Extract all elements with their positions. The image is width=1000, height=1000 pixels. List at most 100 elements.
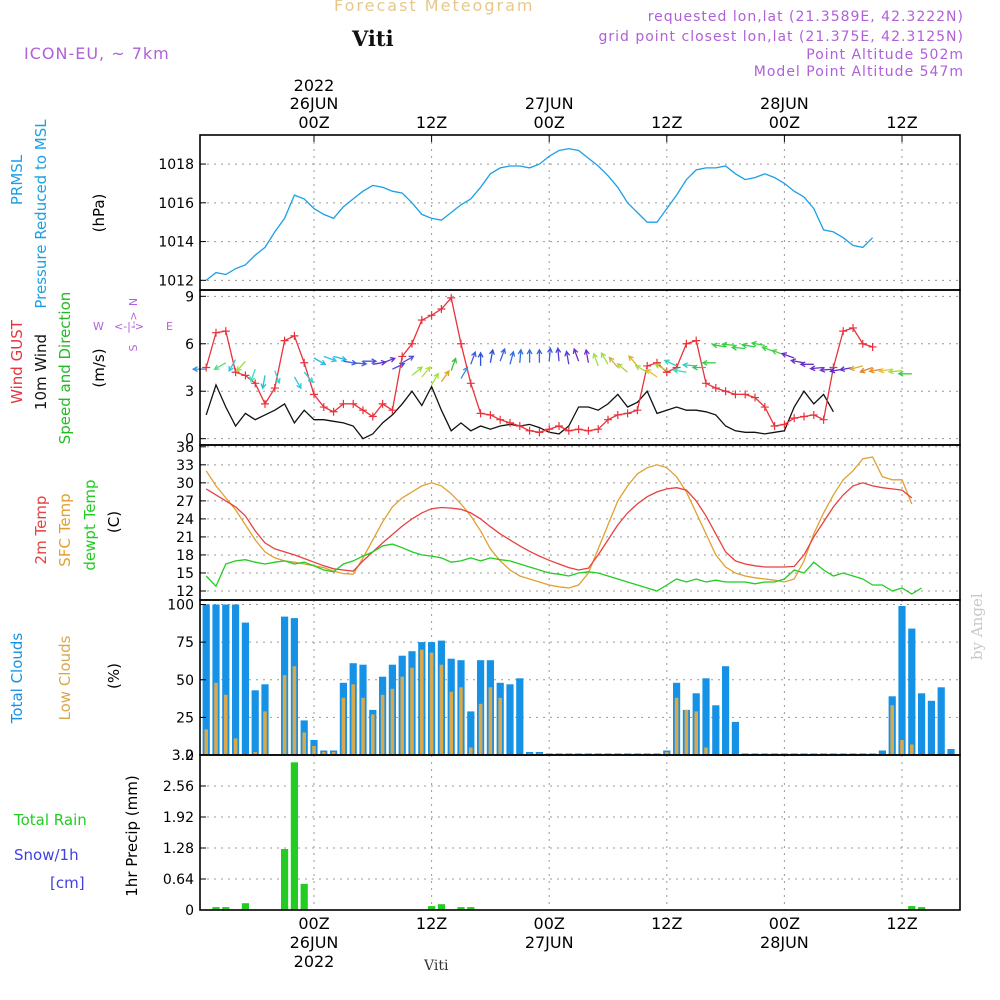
gust-marker (202, 363, 211, 372)
wind-direction-arrow (938, 357, 951, 362)
gust-marker (251, 379, 260, 388)
gust-marker (780, 420, 789, 429)
wind-direction-arrow (236, 360, 246, 373)
low-cloud-bar (351, 684, 355, 755)
low-cloud-bar (900, 740, 904, 755)
gust-marker (457, 339, 465, 348)
series-layer (191, 147, 960, 911)
y-tick-label: 100 (167, 598, 194, 614)
gust-marker (270, 384, 279, 393)
gust-marker (300, 358, 309, 367)
low-cloud-bar (322, 752, 326, 755)
wind-direction-arrow (750, 340, 765, 347)
low-clouds-title: Low Clouds (56, 635, 74, 720)
gust-marker (231, 368, 240, 377)
gust-marker (858, 339, 867, 348)
gust-marker (555, 422, 563, 431)
wind-direction-arrow (547, 346, 553, 362)
gust-marker (564, 426, 573, 435)
precip-bar (290, 762, 298, 910)
y-tick-label: 1016 (158, 196, 194, 212)
y-tick-label: 24 (176, 512, 194, 528)
meteogram-title: Forecast Meteogram (334, 0, 535, 15)
wind-direction-arrow (919, 362, 932, 367)
precip-title: 1hr Precip (mm) (123, 775, 141, 896)
pressure-line (205, 147, 874, 281)
precip-bar (300, 883, 308, 910)
gust-marker (221, 327, 230, 336)
wind-direction-arrow (477, 351, 484, 366)
wind-direction-arrow (392, 362, 406, 370)
top-hour-label: 12Z (651, 113, 682, 132)
clouds-unit: (%) (105, 663, 123, 689)
total-cloud-bar (731, 721, 739, 755)
wind-direction-arrow (411, 366, 424, 376)
compass-arrow-vertical: --> (127, 311, 140, 328)
gust-marker (388, 406, 397, 415)
total-cloud-bar (467, 711, 475, 755)
wind-direction-arrow (628, 354, 638, 367)
low-cloud-bar (694, 711, 698, 755)
low-cloud-bar (371, 714, 375, 755)
wind-direction-arrow (363, 358, 378, 365)
gust-marker (594, 425, 603, 434)
total-cloud-bar (241, 622, 249, 755)
wind-direction-arrow (780, 352, 795, 359)
low-cloud-bar (439, 664, 444, 755)
bottom-hour-label: 00Z (769, 914, 800, 933)
panel-titles: PRMSL Pressure Reduced to MSL (hPa) Wind GU… (8, 119, 141, 897)
total-cloud-bar (712, 705, 720, 755)
y-tick-label: 30 (176, 476, 194, 492)
wind-direction-arrow (401, 355, 415, 364)
gust-marker (731, 390, 740, 399)
snow-label: Snow/1h (14, 846, 79, 864)
wind-direction-arrow (536, 348, 543, 363)
total-cloud-bar (251, 690, 259, 755)
wind-direction-arrow (701, 359, 716, 366)
wind-direction-arrow (868, 367, 883, 374)
gust-marker (427, 311, 436, 320)
gust-marker (506, 418, 514, 427)
top-date-label: 27JUN (525, 94, 574, 113)
y-tick-label: 27 (176, 494, 194, 510)
wind-direction-arrow (382, 356, 397, 364)
axis-labels: 1012101410161018036912151821242730333602… (158, 76, 917, 971)
watermark: by Angel (968, 593, 986, 660)
wind-direction-arrow (663, 359, 677, 367)
y-tick-label: 1012 (158, 273, 194, 289)
low-cloud-bar (684, 709, 689, 755)
gust-marker (212, 328, 220, 337)
wind-unit: (m/s) (90, 348, 108, 387)
low-cloud-bar (361, 697, 365, 755)
total-cloud-bar (947, 749, 955, 755)
low-cloud-bar (459, 687, 463, 755)
wind-direction-arrow (249, 368, 256, 383)
gust-marker (809, 410, 818, 419)
wind-direction-arrow (645, 368, 658, 378)
gust-marker (741, 390, 750, 399)
snow-unit-label: [cm] (50, 874, 85, 892)
wind-direction-arrow (897, 370, 912, 377)
total-cloud-bar (918, 693, 926, 755)
low-cloud-bar (429, 652, 434, 755)
wind-direction-arrow (887, 368, 903, 375)
precip-bar (281, 849, 289, 910)
top-hour-label: 12Z (416, 113, 447, 132)
compass-arrow-horizontal: <-|-> (114, 320, 144, 333)
low-cloud-bar (478, 703, 483, 755)
gust-marker (643, 361, 652, 370)
wind-speed-line (205, 383, 834, 440)
y-tick-label: 15 (176, 566, 194, 582)
y-tick-label: 1014 (158, 235, 194, 251)
precip-bar (437, 904, 445, 910)
wind-direction-arrow (293, 376, 302, 390)
wind-direction-arrow (848, 365, 863, 372)
top-year-label: 2022 (294, 76, 335, 95)
pressure-title: PRMSL (8, 154, 26, 205)
gust-marker (819, 415, 828, 424)
pressure-unit: (hPa) (90, 194, 108, 233)
gust-marker (437, 304, 446, 313)
gust-marker (310, 390, 318, 399)
total-clouds-title: Total Clouds (8, 633, 26, 725)
wind-direction-arrow (517, 348, 524, 363)
